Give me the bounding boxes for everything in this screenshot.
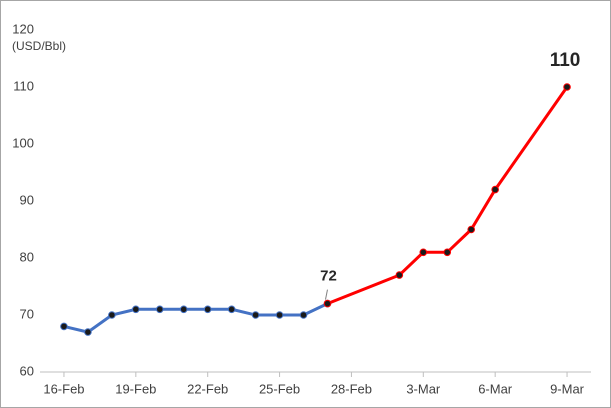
x-tick-label: 3-Mar xyxy=(406,381,441,396)
x-tick-label: 19-Feb xyxy=(115,381,156,396)
label-leader xyxy=(324,289,328,300)
data-point xyxy=(155,305,164,314)
x-tick-label: 9-Mar xyxy=(550,381,585,396)
y-tick-label: 90 xyxy=(20,192,34,207)
data-point xyxy=(323,299,332,308)
data-point xyxy=(443,248,452,257)
data-point xyxy=(275,311,284,319)
data-point xyxy=(179,305,188,314)
data-point xyxy=(251,311,260,319)
data-point xyxy=(395,271,404,279)
data-point xyxy=(84,328,92,336)
data-point xyxy=(108,311,116,319)
y-tick-label: 110 xyxy=(13,78,34,93)
data-point xyxy=(60,322,68,331)
y-tick-label: 60 xyxy=(20,363,34,378)
y-axis-label: (USD/Bbl) xyxy=(12,39,66,53)
data-point xyxy=(467,225,476,234)
x-tick-label: 16-Feb xyxy=(43,381,84,396)
data-label: 110 xyxy=(550,50,581,71)
y-tick-label: 100 xyxy=(12,135,34,150)
data-point xyxy=(491,185,499,194)
data-point xyxy=(419,248,428,257)
x-tick-label: 6-Mar xyxy=(478,381,513,396)
data-point xyxy=(132,305,140,314)
y-tick-label: 70 xyxy=(20,306,34,321)
y-tick-label: 80 xyxy=(20,249,34,264)
x-tick-label: 25-Feb xyxy=(259,381,300,396)
data-point xyxy=(299,311,308,319)
series-line xyxy=(63,302,329,334)
data-label: 72 xyxy=(320,268,337,285)
y-tick-label: 120 xyxy=(12,21,34,36)
data-point xyxy=(203,305,212,314)
data-point xyxy=(563,83,571,91)
x-tick-label: 28-Feb xyxy=(331,381,372,396)
data-point xyxy=(227,305,236,314)
x-tick-label: 22-Feb xyxy=(187,381,228,396)
